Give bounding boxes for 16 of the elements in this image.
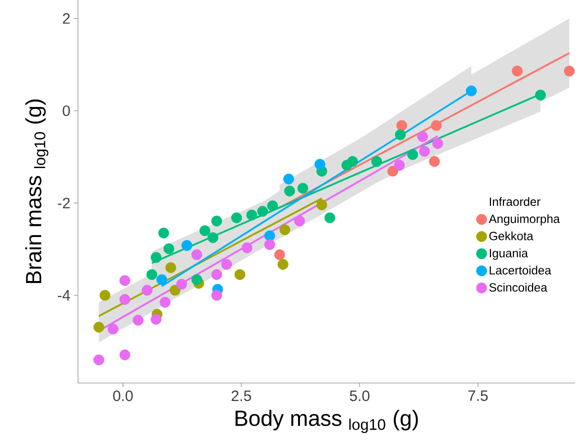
y-axis-title: Brain mass $_{log10}$ (g)	[25, 100, 48, 284]
x-tick-label: 7.5	[468, 390, 488, 401]
y-tick-label: 0	[62, 105, 70, 116]
y-tick-label: 2	[62, 13, 70, 24]
legend-label: Scincoidea	[489, 282, 548, 292]
x-axis-title: Body mass $_{log10}$ (g)	[236, 410, 418, 434]
x-tick-label: 5.0	[350, 390, 370, 402]
y-tick-label: -2	[58, 198, 70, 208]
x-tick-label: 2.5	[232, 390, 252, 402]
x-tick-label: 0.0	[113, 390, 133, 402]
legend-label: Lacertoidea	[490, 266, 552, 275]
legend-label: Anguimorpha	[488, 214, 560, 226]
legend-label: Gekkota	[489, 231, 534, 240]
y-tick-label: -4	[58, 290, 70, 300]
legend-title: Infraorder	[490, 197, 540, 206]
legend-label: Iguania	[490, 248, 528, 260]
